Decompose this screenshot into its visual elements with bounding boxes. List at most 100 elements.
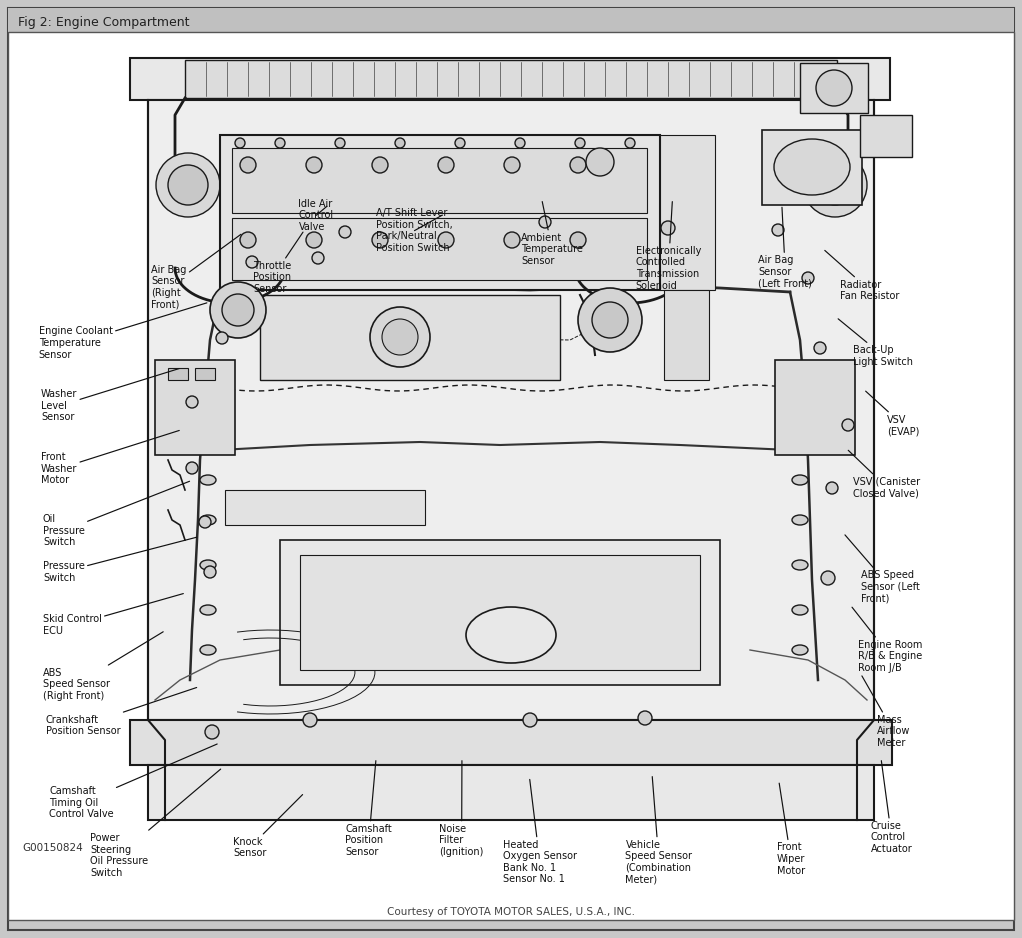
- Text: ABS
Speed Sensor
(Right Front): ABS Speed Sensor (Right Front): [43, 632, 164, 701]
- Text: Pressure
Switch: Pressure Switch: [43, 537, 196, 582]
- Circle shape: [504, 232, 520, 248]
- Circle shape: [515, 138, 525, 148]
- Ellipse shape: [200, 560, 216, 570]
- Ellipse shape: [792, 645, 808, 655]
- FancyBboxPatch shape: [300, 555, 700, 670]
- Text: Knock
Sensor: Knock Sensor: [233, 794, 303, 858]
- Circle shape: [370, 307, 430, 367]
- Ellipse shape: [792, 515, 808, 525]
- FancyBboxPatch shape: [8, 8, 1014, 930]
- Circle shape: [205, 725, 219, 739]
- FancyBboxPatch shape: [232, 218, 647, 280]
- FancyBboxPatch shape: [130, 58, 890, 100]
- Ellipse shape: [466, 607, 556, 663]
- Circle shape: [312, 252, 324, 264]
- FancyBboxPatch shape: [664, 290, 709, 380]
- Text: Washer
Level
Sensor: Washer Level Sensor: [41, 369, 179, 422]
- Text: Fig 2: Engine Compartment: Fig 2: Engine Compartment: [18, 16, 189, 28]
- FancyBboxPatch shape: [260, 295, 560, 380]
- Text: Skid Control
ECU: Skid Control ECU: [43, 594, 183, 636]
- Circle shape: [156, 153, 220, 217]
- FancyBboxPatch shape: [130, 720, 892, 765]
- Ellipse shape: [774, 139, 850, 195]
- Text: Back-Up
Light Switch: Back-Up Light Switch: [838, 319, 914, 367]
- Circle shape: [306, 232, 322, 248]
- Ellipse shape: [792, 475, 808, 485]
- Circle shape: [372, 232, 388, 248]
- Text: G00150824: G00150824: [22, 843, 83, 853]
- FancyBboxPatch shape: [8, 8, 1014, 32]
- Text: Vehicle
Speed Sensor
(Combination
Meter): Vehicle Speed Sensor (Combination Meter): [625, 777, 693, 885]
- Circle shape: [204, 566, 216, 578]
- FancyBboxPatch shape: [225, 490, 425, 525]
- Circle shape: [772, 224, 784, 236]
- Circle shape: [235, 138, 245, 148]
- Text: Cruise
Control
Actuator: Cruise Control Actuator: [871, 761, 913, 854]
- FancyBboxPatch shape: [195, 368, 215, 380]
- Circle shape: [339, 226, 351, 238]
- Ellipse shape: [200, 605, 216, 615]
- Text: Noise
Filter
(Ignition): Noise Filter (Ignition): [439, 761, 483, 856]
- Circle shape: [815, 165, 855, 205]
- Ellipse shape: [200, 475, 216, 485]
- Circle shape: [199, 516, 211, 528]
- Circle shape: [814, 342, 826, 354]
- Circle shape: [168, 165, 208, 205]
- FancyBboxPatch shape: [155, 360, 235, 455]
- Text: Oil
Pressure
Switch: Oil Pressure Switch: [43, 481, 189, 547]
- Circle shape: [638, 711, 652, 725]
- Circle shape: [275, 138, 285, 148]
- Circle shape: [578, 288, 642, 352]
- Circle shape: [625, 138, 635, 148]
- Text: Camshaft
Timing Oil
Control Valve: Camshaft Timing Oil Control Valve: [49, 744, 218, 819]
- Circle shape: [661, 221, 675, 235]
- Circle shape: [570, 157, 586, 173]
- Circle shape: [216, 332, 228, 344]
- Circle shape: [240, 157, 256, 173]
- Circle shape: [455, 138, 465, 148]
- FancyBboxPatch shape: [148, 100, 874, 720]
- Text: Crankshaft
Position Sensor: Crankshaft Position Sensor: [46, 688, 196, 736]
- Text: Engine Room
R/B & Engine
Room J/B: Engine Room R/B & Engine Room J/B: [852, 607, 923, 673]
- Text: Heated
Oxygen Sensor
Bank No. 1
Sensor No. 1: Heated Oxygen Sensor Bank No. 1 Sensor N…: [503, 779, 576, 885]
- Circle shape: [586, 148, 614, 176]
- Text: VSV (Canister
Closed Valve): VSV (Canister Closed Valve): [848, 450, 921, 498]
- Text: A/T Shift Lever
Position Switch,
Park/Neutral
Position Switch: A/T Shift Lever Position Switch, Park/Ne…: [376, 208, 453, 253]
- Text: Camshaft
Position
Sensor: Camshaft Position Sensor: [345, 761, 392, 856]
- Circle shape: [186, 396, 198, 408]
- FancyBboxPatch shape: [762, 130, 862, 205]
- Circle shape: [438, 157, 454, 173]
- Circle shape: [335, 138, 345, 148]
- Circle shape: [382, 319, 418, 355]
- Text: Front
Wiper
Motor: Front Wiper Motor: [777, 783, 805, 875]
- Text: Mass
Airflow
Meter: Mass Airflow Meter: [862, 676, 911, 748]
- Text: TOYOTA: TOYOTA: [497, 635, 525, 641]
- Circle shape: [306, 157, 322, 173]
- Text: Radiator
Fan Resistor: Radiator Fan Resistor: [825, 250, 899, 301]
- Circle shape: [802, 272, 814, 284]
- Circle shape: [523, 713, 537, 727]
- Text: Idle Air
Control
Valve: Idle Air Control Valve: [298, 199, 333, 232]
- Circle shape: [394, 138, 405, 148]
- FancyBboxPatch shape: [660, 135, 715, 290]
- Text: Air Bag
Sensor
(Left Front): Air Bag Sensor (Left Front): [758, 207, 812, 288]
- Circle shape: [826, 482, 838, 494]
- Ellipse shape: [200, 515, 216, 525]
- Text: ABS Speed
Sensor (Left
Front): ABS Speed Sensor (Left Front): [845, 535, 920, 603]
- FancyBboxPatch shape: [232, 148, 647, 213]
- FancyBboxPatch shape: [220, 135, 660, 290]
- Circle shape: [186, 462, 198, 474]
- FancyBboxPatch shape: [280, 540, 721, 685]
- Text: Ambient
Temperature
Sensor: Ambient Temperature Sensor: [521, 202, 584, 265]
- FancyBboxPatch shape: [775, 360, 855, 455]
- FancyBboxPatch shape: [148, 765, 874, 820]
- Circle shape: [303, 713, 317, 727]
- Circle shape: [803, 153, 867, 217]
- Circle shape: [575, 138, 585, 148]
- Ellipse shape: [792, 560, 808, 570]
- Circle shape: [222, 294, 254, 326]
- Circle shape: [504, 157, 520, 173]
- Ellipse shape: [200, 645, 216, 655]
- Text: Air Bag
Sensor
(Right
Front): Air Bag Sensor (Right Front): [151, 234, 241, 310]
- Circle shape: [539, 216, 551, 228]
